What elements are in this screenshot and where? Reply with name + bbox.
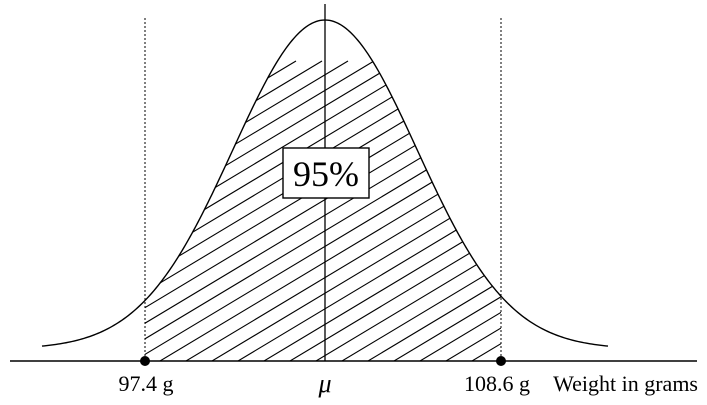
- percent-label-box: [282, 147, 370, 199]
- hatch-line: [628, 61, 707, 361]
- hatch-line: [159, 60, 501, 361]
- hatch-line: [0, 61, 140, 361]
- hatch-line: [524, 61, 707, 361]
- hatch-line: [263, 60, 501, 361]
- hatch-line: [680, 61, 707, 361]
- percent-label: 95%: [293, 154, 359, 194]
- hatch-line: [289, 60, 501, 361]
- hatch-line: [145, 60, 427, 361]
- hatch-line: [145, 60, 193, 361]
- hatch-line: [145, 60, 501, 361]
- hatch-line: [145, 60, 501, 361]
- hatch-line: [145, 60, 271, 361]
- hatch-line: [145, 60, 219, 361]
- hatch-line: [654, 61, 707, 361]
- lower-bound-point: [140, 356, 150, 366]
- hatch-line: [471, 60, 501, 361]
- hatch-line: [211, 60, 501, 361]
- hatch-line: [367, 60, 501, 361]
- hatch-line: [145, 60, 349, 361]
- hatch-line: [145, 60, 501, 361]
- hatch-line: [185, 60, 501, 361]
- hatch-line: [145, 60, 167, 361]
- hatch-line: [550, 61, 707, 361]
- shaded-region-hatching: [0, 60, 707, 361]
- hatch-line: [393, 60, 501, 361]
- hatch-line: [445, 60, 501, 361]
- hatch-line: [576, 61, 707, 361]
- hatch-line: [145, 60, 375, 361]
- hatch-line: [145, 60, 501, 361]
- axis-label: Weight in grams: [553, 371, 698, 396]
- hatch-line: [341, 60, 501, 361]
- hatch-line: [602, 61, 707, 361]
- hatch-line: [145, 60, 479, 361]
- hatch-line: [145, 60, 501, 361]
- hatch-line: [497, 60, 501, 361]
- hatch-line: [419, 60, 501, 361]
- upper-bound-point: [496, 356, 506, 366]
- hatch-line: [237, 60, 501, 361]
- hatch-line: [315, 60, 501, 361]
- mean-label: μ: [317, 369, 331, 398]
- hatch-line: [145, 60, 245, 361]
- hatch-line: [145, 60, 297, 361]
- upper-bound-label: 108.6 g: [464, 371, 530, 396]
- lower-bound-label: 97.4 g: [119, 371, 174, 396]
